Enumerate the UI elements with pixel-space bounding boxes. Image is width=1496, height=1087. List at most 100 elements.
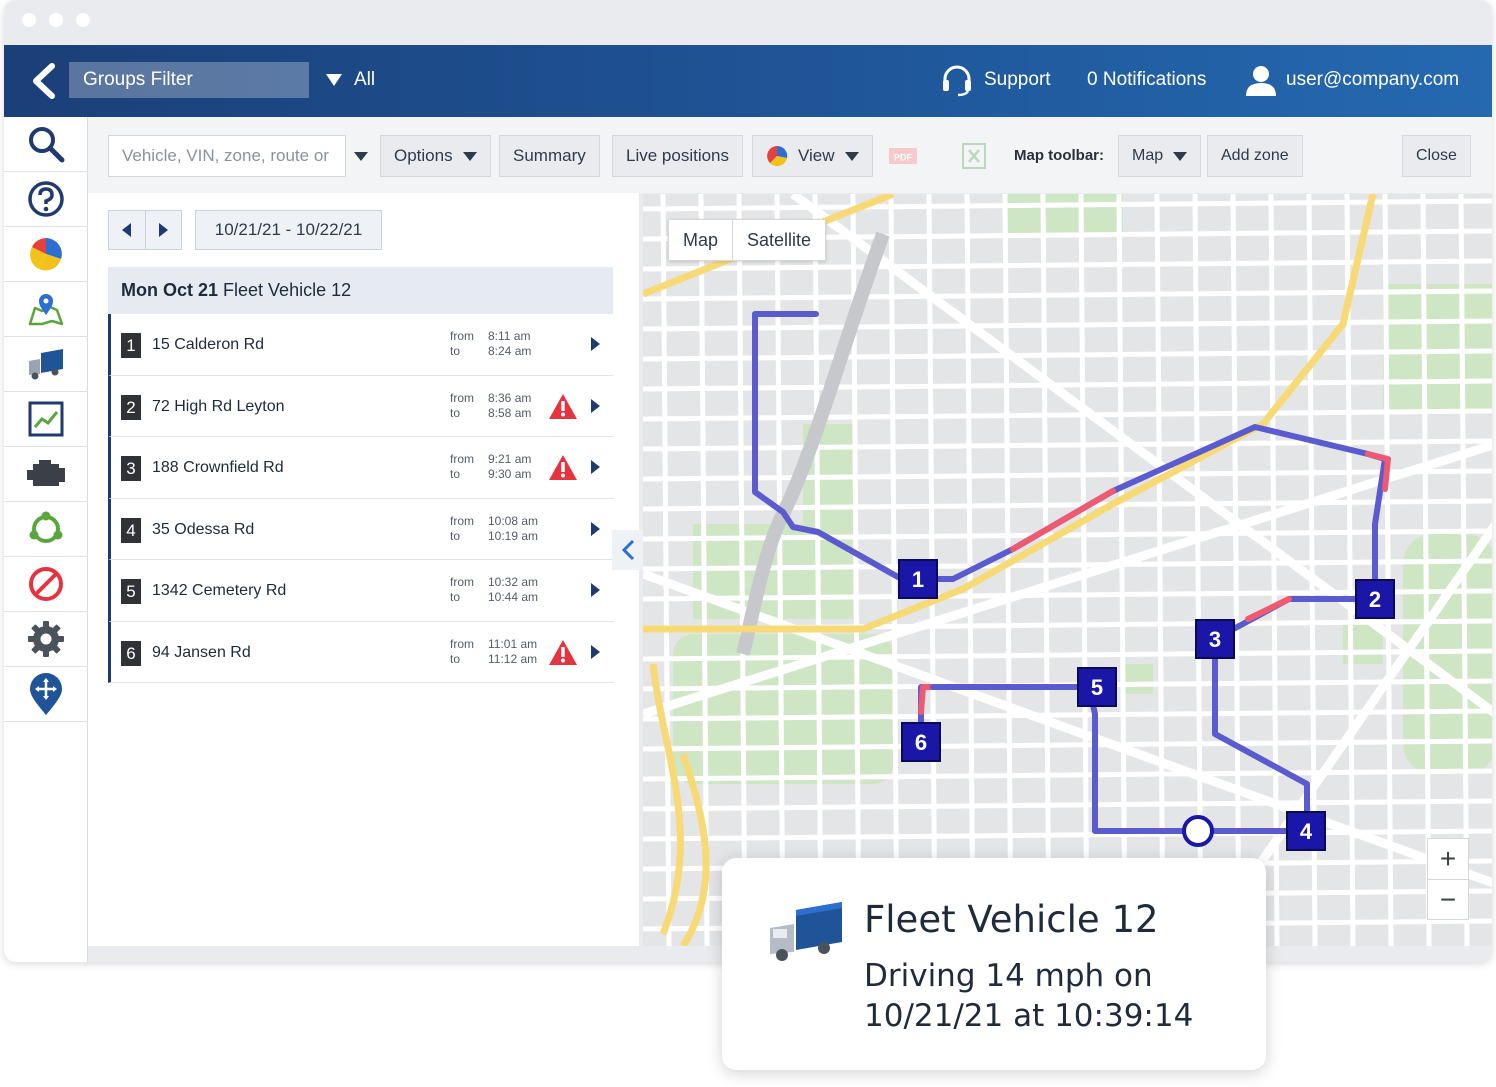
sidebar-item-zones[interactable] [4,282,88,337]
list-item[interactable]: 5 1342 Cemetery Rd from 10:32 am to 10:44 am [108,560,613,622]
view-button[interactable]: View [752,135,873,177]
stop-list: 1 15 Calderon Rd from 8:11 am to 8:24 am 2 72 H… [108,314,613,683]
stop-address: 94 Jansen Rd [152,643,251,661]
sidebar-item-engine[interactable] [4,447,88,502]
close-button[interactable]: Close [1402,135,1471,177]
popup-status-time: 10/21/21 at 10:39:14 [864,998,1194,1034]
gear-icon [28,621,64,657]
all-label: All [354,69,376,90]
notifications-link[interactable]: 0 Notifications [1087,69,1207,90]
to-label: to [450,467,461,481]
sidebar-item-rules[interactable] [4,502,88,557]
sidebar-item-help[interactable] [4,172,88,227]
previous-date-button[interactable] [109,211,145,249]
map-stop-marker[interactable]: 6 [901,722,941,762]
vehicle-position-marker[interactable] [1182,815,1214,847]
chevron-right-icon [158,223,168,237]
from-label: from [450,636,474,651]
marketplace-pin-icon [30,673,62,715]
list-item[interactable]: 1 15 Calderon Rd from 8:11 am to 8:24 am [108,314,613,376]
sidebar-item-settings[interactable] [4,612,88,667]
sidebar-item-marketplace[interactable] [4,667,88,722]
sidebar-item-exceptions[interactable] [4,557,88,612]
map-canvas: 1 2 3 4 5 6 [643,194,1492,946]
window-minimize-dot[interactable] [49,13,63,27]
from-label: from [450,390,474,405]
stop-times: from 10:08 am to 10:19 am [450,514,538,544]
truck-icon [29,349,63,380]
warning-icon[interactable] [548,454,578,481]
app-window: Groups Filter All Support 0 Notification… [4,0,1492,962]
stop-address: 188 Crownfield Rd [152,459,284,476]
zoom-in-button[interactable]: + [1439,843,1457,874]
vehicle-search-input[interactable]: Vehicle, VIN, zone, route or [108,135,346,177]
list-item[interactable]: 6 94 Jansen Rd from 11:01 am to 11:12 am [108,621,613,683]
from-label: from [450,513,474,528]
collapse-panel-button[interactable] [612,530,644,570]
truck-icon [770,902,842,961]
to-label: to [450,344,461,358]
warning-icon[interactable] [548,393,578,420]
support-label: Support [984,69,1051,90]
live-positions-button[interactable]: Live positions [612,135,744,177]
groups-filter-input[interactable]: Groups Filter [69,62,309,98]
stop-times: from 8:36 am to 8:58 am [450,391,531,421]
stop-times: from 8:11 am to 8:24 am [450,329,531,359]
groups-all-dropdown[interactable]: All [326,62,375,98]
expand-arrow-icon[interactable] [591,337,600,351]
network-icon [29,511,63,543]
sidebar-item-analytics[interactable] [4,392,88,447]
chevron-down-icon [844,151,859,161]
excel-export-icon[interactable] [961,142,987,170]
expand-arrow-icon[interactable] [591,583,600,597]
stop-times: from 9:21 am to 9:30 am [450,452,531,482]
map-stop-marker-number: 1 [912,567,924,592]
map-stop-marker-number: 5 [1091,675,1103,700]
pie-chart-icon [767,145,788,167]
map-stop-marker[interactable]: 2 [1355,579,1395,619]
sidebar-item-reports[interactable] [4,227,88,282]
map-stop-marker[interactable]: 3 [1195,619,1235,659]
satellite-tab[interactable]: Satellite [732,220,825,260]
to-label: to [450,405,461,420]
pdf-export-icon[interactable]: PDF [888,145,918,167]
popup-vehicle-title: Fleet Vehicle 12 [864,898,1159,941]
expand-arrow-icon[interactable] [591,521,600,536]
user-menu[interactable]: user@company.com [1244,62,1459,98]
from-time: 11:01 am [488,636,538,651]
main-toolbar: Vehicle, VIN, zone, route or Options Sum… [88,117,1492,193]
day-header: Mon Oct 21 Fleet Vehicle 12 [108,267,613,314]
date-range-picker[interactable]: 10/21/21 - 10/22/21 [195,210,382,250]
summary-button[interactable]: Summary [499,135,600,177]
map-stop-marker[interactable]: 4 [1286,811,1326,851]
expand-arrow-icon[interactable] [591,398,600,413]
options-button[interactable]: Options [380,135,491,177]
zoom-out-button[interactable]: − [1428,879,1468,919]
map-pin-icon [28,294,64,326]
list-item[interactable]: 4 35 Odessa Rd from 10:08 am to 10:19 am [108,498,613,560]
support-link[interactable]: Support [940,62,1051,98]
map-type-toggle: Map Satellite [668,219,827,261]
to-time: 8:24 am [488,344,532,358]
map-style-button[interactable]: Map [1118,135,1202,177]
exception-icon [29,567,63,601]
add-zone-button[interactable]: Add zone [1207,135,1303,177]
sidebar-item-vehicles[interactable] [4,337,88,392]
map-stop-marker[interactable]: 5 [1077,667,1117,707]
stop-number: 2 [121,394,141,420]
map-tab[interactable]: Map [683,230,719,250]
map-view[interactable]: 1 2 3 4 5 6 Map Satellite + − [643,194,1492,946]
next-date-button[interactable] [144,211,182,249]
popup-status: Driving 14 mph on 10/21/21 at 10:39:14 [864,956,1254,1036]
expand-arrow-icon[interactable] [591,644,600,659]
list-item[interactable]: 2 72 High Rd Leyton from 8:36 am to 8:58 am [108,375,613,437]
search-dropdown-icon[interactable] [354,152,368,161]
list-item[interactable]: 3 188 Crownfield Rd from 9:21 am to 9:30 am [108,437,613,499]
window-maximize-dot[interactable] [76,13,90,27]
expand-arrow-icon[interactable] [591,460,600,474]
warning-icon[interactable] [548,639,578,666]
sidebar-item-search[interactable] [4,117,88,172]
back-arrow-icon[interactable] [30,63,58,99]
map-stop-marker[interactable]: 1 [898,559,938,599]
window-close-dot[interactable] [22,13,36,27]
